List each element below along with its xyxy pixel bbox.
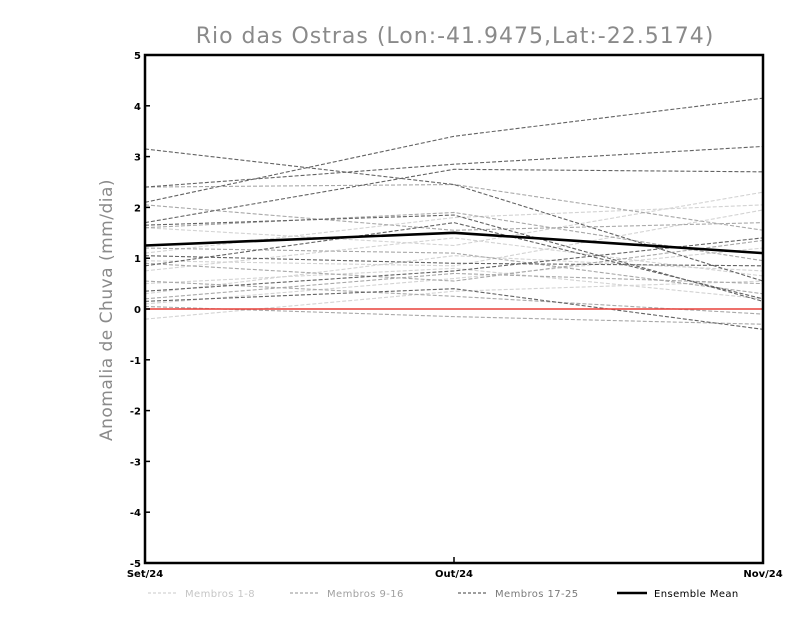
member-series-line-11 (144, 211, 764, 262)
member-series-line-7 (144, 247, 764, 305)
member-series-line-4 (144, 237, 764, 277)
member-series-line-10 (144, 204, 764, 231)
x-tick-label: Nov/24 (743, 569, 782, 580)
y-axis-label: Anomalia de Chuva (mm/dia) (97, 179, 117, 441)
member-series-line-8 (144, 280, 764, 320)
member-series-line-9 (144, 183, 764, 231)
member-series-line-18 (144, 145, 764, 188)
member-series-line-20 (144, 168, 764, 224)
member-series-line-13 (144, 239, 764, 282)
y-tick-label: 1 (134, 254, 141, 265)
legend-label: Membros 17-25 (495, 589, 579, 600)
member-series-line-23 (144, 222, 764, 300)
y-tick-label: 0 (134, 305, 141, 316)
member-series-line-19 (144, 97, 764, 203)
member-series-line-16 (144, 305, 764, 325)
member-series-line-17 (144, 148, 764, 282)
y-tick-label: 4 (134, 102, 141, 113)
chart-title: Rio das Ostras (Lon:-41.9475,Lat:-22.517… (196, 24, 715, 49)
member-series-line-15 (144, 272, 764, 300)
member-series-line-1 (144, 191, 764, 247)
y-tick-label: -2 (130, 407, 141, 418)
x-tick-label: Out/24 (435, 569, 473, 580)
legend: Membros 1-8 Membros 9-16 Membros 17-25 Ense… (148, 589, 739, 600)
legend-label: Ensemble Mean (654, 589, 739, 600)
x-tick-label: Set/24 (127, 569, 163, 580)
member-series-line-25 (144, 288, 764, 330)
member-series-line-22 (144, 255, 764, 267)
member-series-line-21 (144, 214, 764, 302)
y-tick-label: -3 (130, 457, 141, 468)
member-series-line-14 (144, 280, 764, 315)
y-tick-label: -5 (130, 559, 141, 570)
y-tick-label: -1 (130, 356, 141, 367)
y-tick-label: 2 (134, 203, 141, 214)
member-series-line-5 (144, 267, 764, 300)
legend-label: Membros 9-16 (327, 589, 404, 600)
member-series-line-6 (144, 255, 764, 295)
member-series-line-3 (144, 209, 764, 267)
y-tick-label: -4 (130, 508, 141, 519)
member-series-line-24 (144, 237, 764, 292)
legend-label: Membros 1-8 (185, 589, 255, 600)
plot-area (144, 97, 764, 330)
ensemble-mean-line (144, 231, 764, 255)
y-tick-label: 3 (134, 153, 141, 164)
y-tick-label: 5 (134, 51, 141, 62)
